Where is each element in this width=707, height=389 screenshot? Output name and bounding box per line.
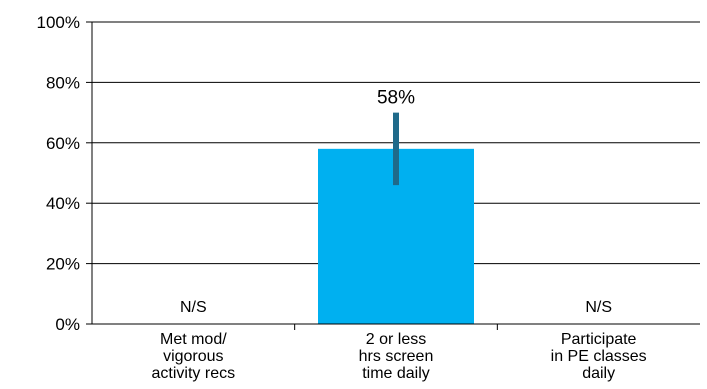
x-tick-label: daily — [582, 365, 615, 382]
x-tick-label: in PE classes — [551, 348, 647, 365]
x-tick-label: activity recs — [152, 365, 236, 382]
data-label: N/S — [180, 299, 207, 316]
x-tick-label: Participate — [561, 331, 637, 348]
axes — [86, 21, 700, 330]
data-label: N/S — [585, 299, 612, 316]
y-tick-label: 20% — [46, 255, 80, 274]
data-labels: N/S 58% N/S — [180, 88, 612, 316]
y-tick-label: 0% — [55, 315, 80, 334]
y-tick-label: 100% — [37, 13, 80, 32]
y-tick-label: 80% — [46, 73, 80, 92]
x-tick-label: time daily — [362, 365, 430, 382]
y-tick-label: 60% — [46, 134, 80, 153]
x-tick-label: vigorous — [163, 348, 223, 365]
bars — [318, 112, 474, 324]
y-tick-labels: 0% 20% 40% 60% 80% 100% — [37, 13, 80, 334]
y-tick-label: 40% — [46, 194, 80, 213]
x-tick-label: hrs screen — [359, 348, 434, 365]
data-label: 58% — [377, 88, 415, 109]
x-tick-label: Met mod/ — [160, 331, 227, 348]
x-tick-label: 2 or less — [366, 331, 426, 348]
